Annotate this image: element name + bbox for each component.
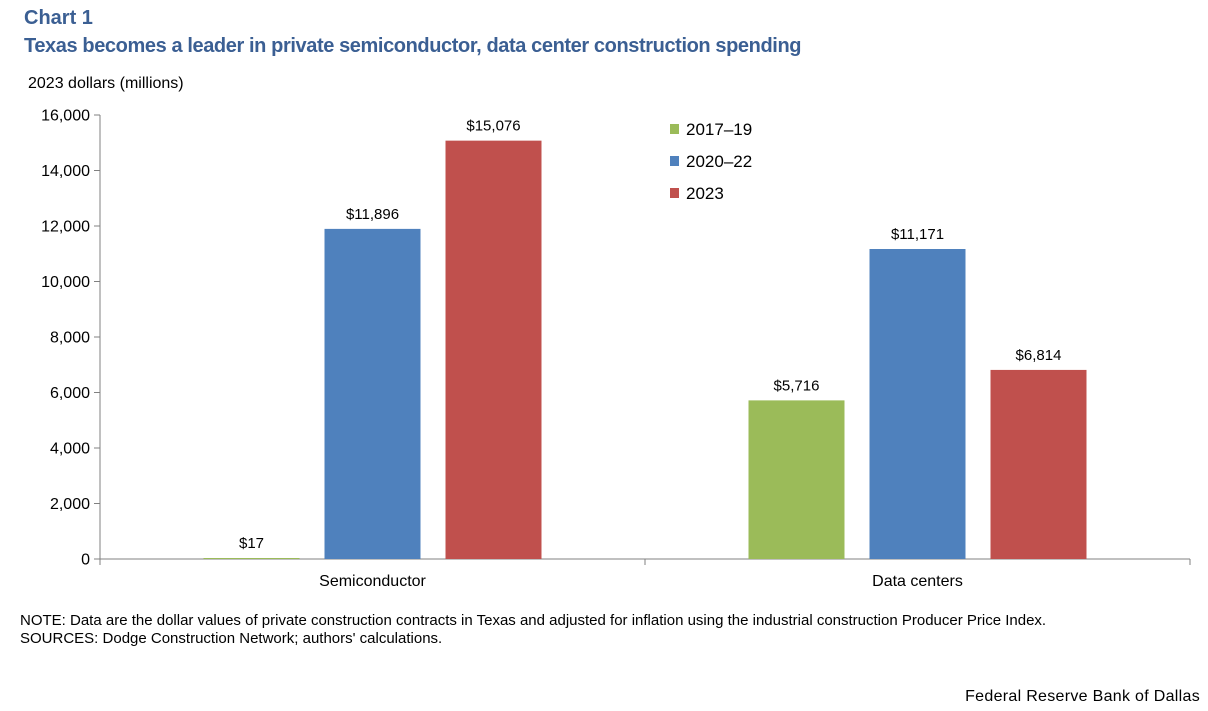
legend-label: 2023 — [686, 184, 724, 203]
y-tick-label: 16,000 — [41, 108, 90, 125]
legend-label: 2020–22 — [686, 152, 752, 171]
bar — [324, 228, 421, 560]
y-tick-label: 4,000 — [50, 441, 90, 458]
data-label: $5,716 — [774, 377, 820, 394]
credit-text: Federal Reserve Bank of Dallas — [965, 688, 1200, 705]
data-label: $17 — [239, 535, 264, 552]
x-category-label: Data centers — [872, 573, 963, 590]
legend-swatch — [670, 156, 679, 166]
y-tick-label: 0 — [81, 552, 90, 569]
bar-chart: 0 2,000 4,000 6,000 8,000 10,000 12,000 14,000 1… — [41, 108, 1191, 590]
legend-label: 2017–19 — [686, 120, 752, 139]
data-label: $11,896 — [346, 206, 399, 223]
y-tick-label: 6,000 — [50, 385, 90, 402]
note-text: NOTE: Data are the dollar values of priv… — [20, 612, 1047, 629]
y-axis-unit-label: 2023 dollars (millions) — [28, 75, 184, 92]
y-tick-label: 14,000 — [41, 163, 90, 180]
bar — [990, 369, 1087, 559]
chart-number-label: Chart 1 — [24, 7, 93, 29]
bar — [869, 249, 966, 559]
x-category-label: Semiconductor — [319, 573, 426, 590]
y-tick-label: 2,000 — [50, 496, 90, 513]
data-label: $15,076 — [466, 118, 520, 135]
data-label: $11,171 — [891, 226, 944, 243]
bar — [748, 400, 845, 559]
bar — [445, 140, 542, 560]
y-tick-label: 12,000 — [41, 219, 90, 236]
chart-title: Texas becomes a leader in private semico… — [24, 35, 802, 57]
legend-swatch — [670, 124, 679, 134]
legend-swatch — [670, 188, 679, 198]
data-label: $6,814 — [1016, 347, 1062, 364]
bar — [203, 558, 300, 559]
sources-text: SOURCES: Dodge Construction Network; aut… — [20, 630, 443, 647]
y-tick-label: 10,000 — [41, 274, 90, 291]
y-tick-label: 8,000 — [50, 330, 90, 347]
chart-notes: NOTE: Data are the dollar values of priv… — [20, 612, 1200, 648]
